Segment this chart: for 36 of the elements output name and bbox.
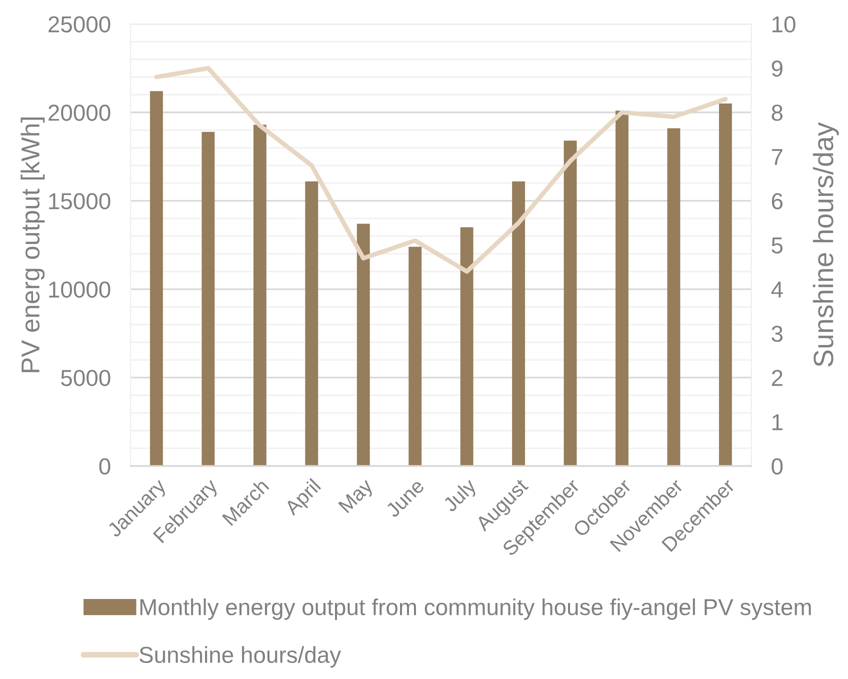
bar (564, 140, 577, 466)
bar (253, 124, 266, 466)
bar (512, 181, 526, 466)
x-tick-label: July (442, 477, 480, 516)
y2-tick-label: 1 (772, 414, 782, 430)
bar (408, 246, 422, 466)
y2-tick-label: 3 (772, 326, 783, 342)
y2-tick-label: 7 (772, 149, 782, 165)
y-tick-label: 25000 (48, 16, 110, 32)
legend-label: Sunshine hours/day (140, 646, 342, 668)
y2-tick-label: 4 (771, 282, 783, 298)
y2-axis-title: Sunshine hours/day (812, 122, 839, 366)
y2-tick-label: 5 (772, 238, 783, 254)
line-series (154, 66, 728, 274)
bar (460, 227, 474, 466)
y-tick-label: 15000 (49, 193, 110, 210)
bar (667, 128, 680, 466)
bar (616, 110, 628, 466)
y-tick-label: 10000 (49, 281, 110, 298)
y-tick-label: 20000 (48, 104, 110, 121)
y2-tick-label: 10 (772, 16, 796, 32)
y2-tick-label: 8 (772, 104, 783, 121)
y-tick-label: 5000 (61, 370, 110, 386)
bar (150, 91, 163, 466)
y-axis-title: PV energ output [kWh] (20, 118, 45, 372)
x-tick-label: May (338, 478, 377, 516)
y2-tick-label: 0 (772, 458, 783, 475)
bar (202, 132, 215, 466)
legend-label: Monthly energy output from community house fiy-angel PV system (140, 598, 811, 620)
bar (305, 181, 318, 466)
bar (356, 224, 370, 466)
y2-tick-label: 6 (772, 193, 783, 210)
y2-tick-label: 9 (772, 60, 782, 77)
bar (719, 104, 732, 466)
y-tick-label: 0 (99, 458, 110, 475)
y2-tick-label: 2 (772, 370, 782, 386)
